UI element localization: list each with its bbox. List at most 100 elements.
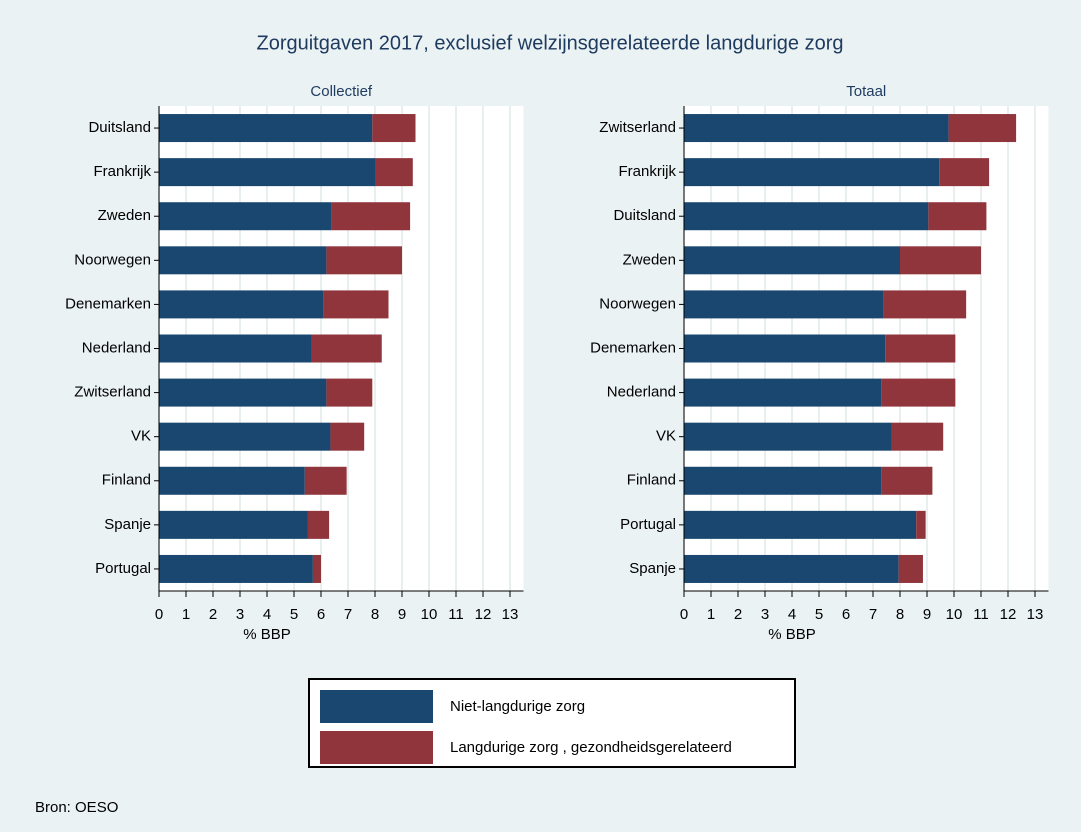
- bar: [939, 158, 990, 187]
- x-tick-label: 4: [788, 606, 796, 623]
- x-tick-label: 0: [680, 606, 688, 623]
- x-tick-label: 7: [869, 606, 877, 623]
- bar: [684, 114, 949, 143]
- x-axis-label: % BBP: [243, 626, 291, 643]
- x-tick-label: 12: [1000, 606, 1017, 623]
- y-tick-label: Denemarken: [590, 339, 676, 356]
- y-tick-label: Frankrijk: [93, 163, 151, 180]
- y-tick-label: Duitsland: [88, 119, 151, 136]
- legend-swatch: [320, 690, 433, 723]
- bar: [159, 378, 327, 407]
- bar: [312, 554, 321, 583]
- x-tick-label: 9: [398, 606, 406, 623]
- x-tick-label: 9: [923, 606, 931, 623]
- x-tick-label: 2: [209, 606, 217, 623]
- bar: [326, 378, 373, 407]
- bar: [159, 554, 313, 583]
- bar: [684, 510, 917, 539]
- x-tick-label: 12: [475, 606, 492, 623]
- bar: [900, 246, 981, 275]
- x-tick-label: 10: [421, 606, 438, 623]
- y-tick-label: Denemarken: [65, 295, 151, 312]
- bar: [159, 202, 332, 231]
- bar: [159, 466, 305, 495]
- x-tick-label: 2: [734, 606, 742, 623]
- y-tick-label: Zwitserland: [74, 384, 151, 401]
- panel-title: Totaal: [846, 83, 886, 100]
- bar: [898, 554, 923, 583]
- y-tick-label: VK: [656, 428, 676, 445]
- x-tick-label: 1: [707, 606, 715, 623]
- bar: [684, 422, 892, 451]
- y-tick-label: Portugal: [620, 516, 676, 533]
- bar: [928, 202, 987, 231]
- y-tick-label: Noorwegen: [74, 251, 151, 268]
- bar: [891, 422, 944, 451]
- y-tick-label: VK: [131, 428, 151, 445]
- bar: [159, 334, 312, 363]
- y-tick-label: Noorwegen: [599, 295, 676, 312]
- x-tick-label: 4: [263, 606, 271, 623]
- bar: [684, 246, 900, 275]
- x-tick-label: 10: [946, 606, 963, 623]
- x-tick-label: 8: [371, 606, 379, 623]
- x-tick-label: 13: [1027, 606, 1044, 623]
- bar: [684, 554, 899, 583]
- bar: [326, 246, 402, 275]
- y-tick-label: Duitsland: [613, 207, 676, 224]
- bar: [881, 466, 933, 495]
- x-tick-label: 1: [182, 606, 190, 623]
- bar: [159, 290, 324, 319]
- bar: [881, 378, 956, 407]
- bar: [311, 334, 382, 363]
- bar: [684, 158, 940, 187]
- bar: [684, 202, 929, 231]
- bar: [330, 422, 365, 451]
- x-tick-label: 0: [155, 606, 163, 623]
- bar: [331, 202, 411, 231]
- bar: [159, 422, 331, 451]
- x-tick-label: 5: [290, 606, 298, 623]
- bar: [684, 290, 884, 319]
- bar: [684, 378, 882, 407]
- bar: [159, 114, 373, 143]
- bar: [372, 114, 416, 143]
- legend-label: Langdurige zorg , gezondheidsgerelateerd: [450, 739, 732, 756]
- bar: [375, 158, 413, 187]
- bar: [885, 334, 956, 363]
- y-tick-label: Spanje: [104, 516, 151, 533]
- x-tick-label: 3: [236, 606, 244, 623]
- x-tick-label: 13: [502, 606, 519, 623]
- x-tick-label: 5: [815, 606, 823, 623]
- panel-title: Collectief: [310, 83, 373, 100]
- y-tick-label: Zweden: [98, 207, 151, 224]
- chart-title: Zorguitgaven 2017, exclusief welzijnsger…: [256, 32, 843, 54]
- bar: [684, 334, 886, 363]
- bar: [948, 114, 1017, 143]
- legend-swatch: [320, 731, 433, 764]
- y-tick-label: Zwitserland: [599, 119, 676, 136]
- y-tick-label: Zweden: [623, 251, 676, 268]
- y-tick-label: Portugal: [95, 560, 151, 577]
- x-tick-label: 6: [317, 606, 325, 623]
- bar: [323, 290, 389, 319]
- y-tick-label: Nederland: [82, 339, 151, 356]
- x-tick-label: 11: [448, 606, 464, 623]
- x-tick-label: 7: [344, 606, 352, 623]
- y-tick-label: Nederland: [607, 384, 676, 401]
- legend-label: Niet-langdurige zorg: [450, 698, 585, 715]
- y-tick-label: Spanje: [629, 560, 676, 577]
- bar: [307, 510, 330, 539]
- x-axis-label: % BBP: [768, 626, 816, 643]
- x-tick-label: 3: [761, 606, 769, 623]
- y-tick-label: Finland: [627, 472, 676, 489]
- bar: [159, 158, 375, 187]
- bar: [159, 510, 308, 539]
- x-tick-label: 8: [896, 606, 904, 623]
- source: Bron: OESO: [35, 799, 118, 816]
- bar: [304, 466, 347, 495]
- bar: [684, 466, 882, 495]
- bar: [916, 510, 926, 539]
- bar: [159, 246, 327, 275]
